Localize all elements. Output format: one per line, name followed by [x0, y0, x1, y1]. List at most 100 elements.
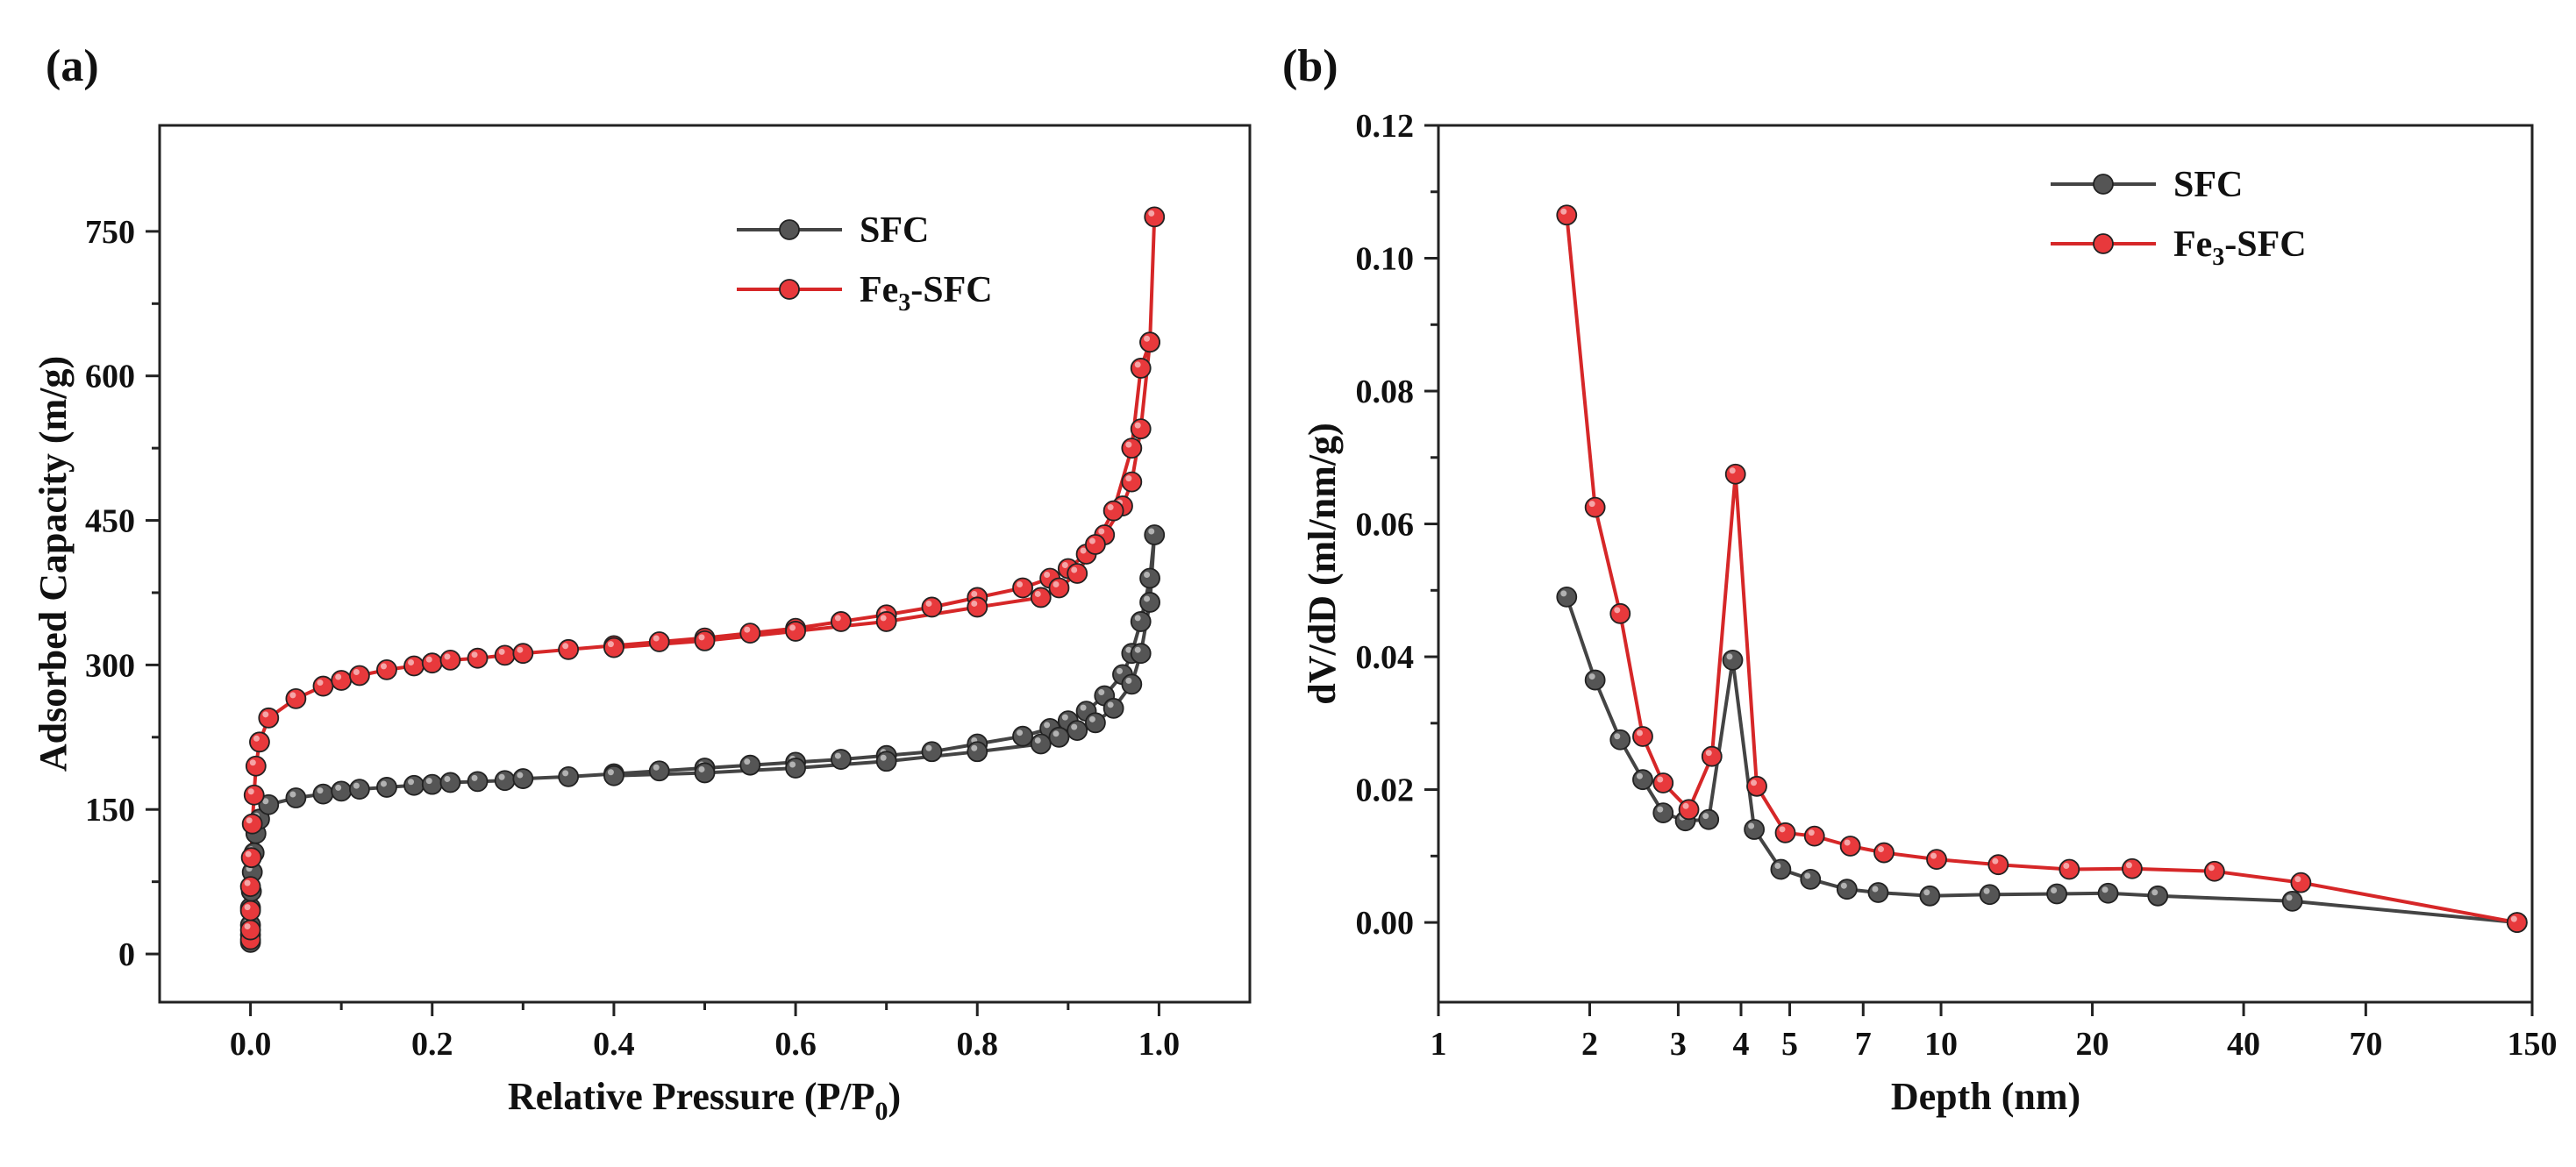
legend-label-main: Fe — [860, 270, 898, 310]
legend-marker-fe — [2093, 233, 2114, 254]
data-point-fe — [1584, 496, 1606, 518]
data-point-highlight — [1098, 689, 1105, 696]
data-point-highlight — [1134, 361, 1141, 368]
y-tick-label: 0.04 — [1356, 639, 1415, 676]
x-tick-label: 0.4 — [593, 1026, 635, 1063]
data-point-sfc — [331, 780, 353, 802]
legend-label-sfc: SFC — [860, 210, 929, 251]
data-point-highlight — [744, 758, 751, 765]
data-point-highlight — [1053, 580, 1060, 587]
data-point-highlight — [653, 764, 660, 771]
data-point-fe — [403, 655, 425, 677]
data-point-highlight — [1636, 772, 1643, 779]
data-point-highlight — [698, 634, 705, 641]
data-point-highlight — [1657, 806, 1664, 813]
data-point-sfc — [1121, 673, 1143, 695]
data-point-highlight — [471, 651, 478, 658]
data-point-highlight — [471, 774, 478, 781]
panel-b-x-axis-label: Depth (nm) — [1891, 1075, 2080, 1118]
data-point-highlight — [925, 744, 932, 751]
data-point-highlight — [444, 775, 451, 782]
data-point-highlight — [1088, 715, 1095, 722]
data-point-fe — [1030, 587, 1052, 608]
x-tick-label: 70 — [2349, 1026, 2382, 1063]
x-tick-label: 40 — [2227, 1026, 2260, 1063]
data-point-fe — [1701, 745, 1723, 767]
data-point-highlight — [1657, 776, 1664, 783]
x-tick-label: 1 — [1431, 1026, 1447, 1063]
data-point-highlight — [244, 904, 251, 911]
data-point-highlight — [262, 798, 269, 805]
y-tick-label: 0.06 — [1356, 507, 1415, 544]
data-point-highlight — [2208, 865, 2215, 872]
x-tick-label: 10 — [1924, 1026, 1958, 1063]
data-point-highlight — [1588, 673, 1595, 680]
data-point-highlight — [498, 648, 505, 655]
panel-a-ticks: 0.0 0.2 0.4 0.6 0.8 1.0 0 150 300 450 600 750 — [85, 214, 1180, 1063]
legend-label-suffix: -SFC — [910, 270, 992, 310]
data-point-sfc — [694, 762, 716, 784]
data-point-highlight — [425, 778, 432, 785]
data-point-sfc — [1609, 729, 1631, 751]
data-point-sfc — [1130, 643, 1152, 665]
data-point-sfc — [1836, 879, 1858, 900]
data-point-highlight — [1840, 882, 1847, 889]
data-point-highlight — [1125, 441, 1132, 448]
data-point-sfc — [1919, 885, 1941, 907]
data-point-sfc — [739, 754, 761, 776]
x-tick-label: 5 — [1781, 1026, 1798, 1063]
data-point-highlight — [2125, 862, 2132, 869]
data-point-highlight — [834, 615, 841, 622]
data-point-sfc — [2046, 883, 2068, 905]
data-point-fe — [921, 596, 943, 618]
panel-b-plot-frame — [1437, 124, 2534, 1004]
data-point-fe — [1121, 471, 1143, 493]
data-point-highlight — [1144, 571, 1151, 578]
data-point-fe — [2290, 872, 2312, 893]
data-point-fe — [1085, 534, 1106, 555]
data-point-fe — [1803, 825, 1825, 847]
data-point-highlight — [244, 879, 251, 886]
panel-b-ticks: 1 2 3 4 5 7 10 20 40 70 150 0.00 0.02 0.04 0.06 0.08 0.1… — [1356, 108, 2558, 1063]
data-point-fe — [1130, 358, 1152, 379]
panel-b-label: (b) — [1282, 41, 1338, 91]
data-point-sfc — [1067, 720, 1088, 742]
legend-label-sub: 3 — [2212, 244, 2224, 271]
data-point-sfc — [467, 771, 489, 793]
data-point-highlight — [2151, 889, 2159, 896]
data-point-highlight — [1682, 802, 1689, 809]
y-tick-label: 0.12 — [1356, 108, 1415, 145]
data-point-highlight — [353, 782, 360, 789]
data-point-fe — [1632, 726, 1653, 747]
data-point-highlight — [289, 791, 296, 798]
data-point-highlight — [1053, 730, 1060, 737]
data-point-sfc — [1085, 712, 1106, 734]
data-point-fe — [830, 611, 852, 632]
data-point-fe — [558, 638, 580, 660]
data-point-fe — [1139, 331, 1160, 353]
data-point-highlight — [253, 735, 260, 742]
data-point-highlight — [1779, 826, 1786, 833]
panel-a-x-axis-label: Relative Pressure (P/P0) — [508, 1075, 901, 1126]
y-tick-label: 750 — [85, 214, 135, 251]
data-point-highlight — [1992, 857, 1999, 865]
panel-a-series — [239, 206, 1166, 953]
data-point-sfc — [603, 765, 624, 786]
data-point-highlight — [1144, 595, 1151, 602]
data-point-highlight — [2101, 886, 2109, 893]
data-point-sfc — [875, 751, 897, 772]
data-point-sfc — [1652, 802, 1674, 823]
data-point-highlight — [408, 658, 415, 665]
data-point-fe — [967, 596, 988, 618]
data-point-highlight — [1116, 667, 1123, 674]
data-point-highlight — [335, 784, 342, 791]
data-point-fe — [694, 630, 716, 651]
legend-label-suffix: -SFC — [2224, 224, 2306, 265]
data-point-sfc — [648, 760, 670, 782]
data-point-fe — [1873, 842, 1895, 864]
data-point-sfc — [1556, 586, 1578, 608]
data-point-fe — [243, 784, 265, 806]
data-point-fe — [241, 813, 263, 835]
data-point-highlight — [1098, 528, 1105, 535]
